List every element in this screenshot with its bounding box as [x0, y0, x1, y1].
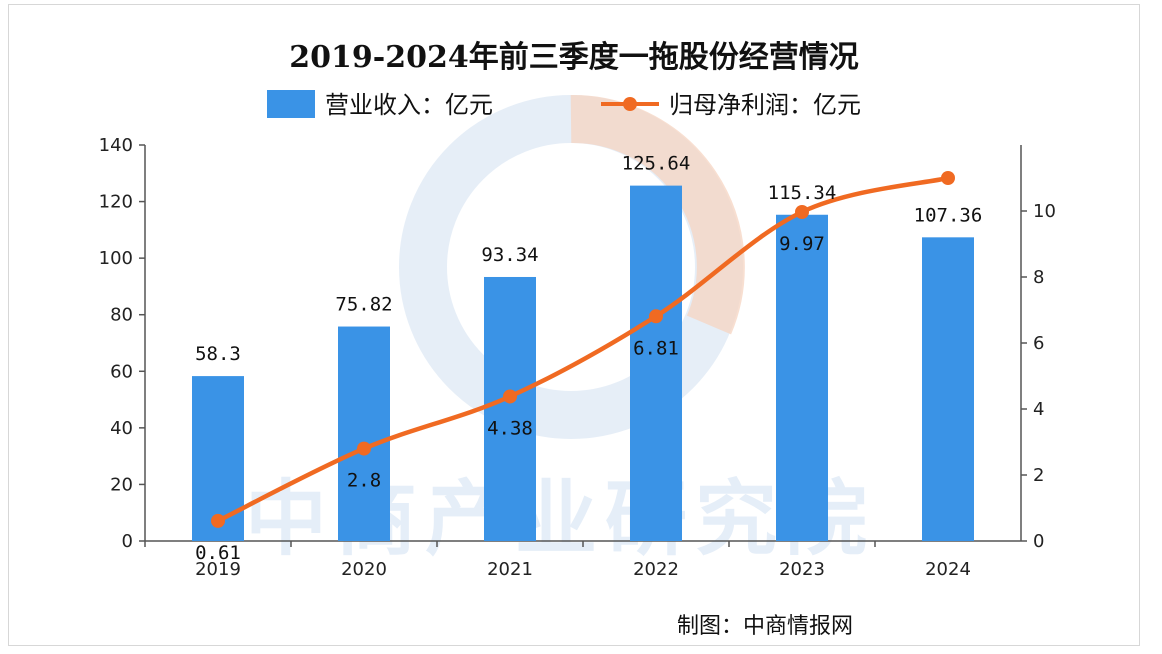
net-profit-point-2023 [795, 204, 809, 219]
line-value-label: 2.8 [347, 470, 381, 492]
net-profit-point-2020 [357, 441, 371, 456]
right-tick-label: 0 [1033, 531, 1044, 552]
x-tick-label: 2022 [633, 559, 679, 580]
bar-2023 [776, 214, 828, 542]
left-tick-label: 40 [110, 418, 133, 439]
net-profit-line [217, 175, 949, 523]
left-tick-label: 80 [110, 305, 133, 326]
x-tick-label: 2020 [341, 559, 387, 580]
net-profit-point-2019 [211, 513, 225, 528]
legend-bar-label: 营业收入：亿元 [325, 91, 493, 119]
left-tick-label: 60 [110, 361, 133, 382]
x-tick-label: 2019 [195, 559, 241, 580]
line-series [211, 171, 955, 528]
bar-value-label: 107.36 [914, 204, 983, 226]
bar-series [192, 185, 974, 542]
x-tick-label: 2021 [487, 559, 533, 580]
left-tick-label: 140 [99, 135, 133, 156]
bar-value-label: 125.64 [622, 153, 691, 175]
net-profit-point-2022 [649, 309, 663, 324]
bar-2024 [922, 237, 974, 541]
legend-line-marker [623, 97, 637, 111]
right-tick-label: 2 [1033, 465, 1044, 486]
right-tick-label: 6 [1033, 333, 1044, 354]
right-tick-label: 8 [1033, 267, 1044, 288]
left-tick-label: 100 [99, 248, 133, 269]
line-value-label: 0.61 [195, 542, 241, 564]
legend-bar-swatch [267, 90, 315, 118]
x-ticks: 2019 2020 2021 2022 2023 2024 [144, 541, 971, 580]
x-tick-label: 2023 [779, 559, 825, 580]
line-value-label: 6.81 [633, 337, 679, 359]
x-tick-label: 2024 [925, 559, 971, 580]
source-text: 制图：中商情报网 [677, 614, 853, 639]
bar-2021 [484, 276, 536, 541]
legend-line-label: 归母净利润：亿元 [669, 91, 861, 119]
line-value-label: 4.38 [487, 417, 533, 439]
right-tick-label: 4 [1033, 399, 1044, 420]
bar-value-label: 115.34 [768, 182, 837, 204]
legend: 营业收入：亿元 归母净利润：亿元 [267, 90, 861, 119]
left-y-ticks: 0 20 40 60 80 100 120 140 [99, 135, 145, 552]
left-tick-label: 0 [122, 531, 133, 552]
left-tick-label: 120 [99, 192, 133, 213]
left-tick-label: 20 [110, 474, 133, 495]
right-y-ticks: 0 2 4 6 8 10 [1021, 201, 1056, 552]
chart-canvas: 中商产业研究院 2019-2024年前三季度一拖股份经营情况 营业收入：亿元 归… [99, 40, 1056, 639]
net-profit-point-2021 [503, 389, 517, 404]
line-value-label: 9.97 [779, 233, 825, 255]
data-labels: 58.3 75.82 93.34 125.64 115.34 107.36 0.61 2.8 4… [195, 153, 982, 564]
chart-title: 2019-2024年前三季度一拖股份经营情况 [289, 40, 858, 75]
bar-value-label: 93.34 [481, 244, 538, 266]
bar-value-label: 58.3 [195, 343, 241, 365]
net-profit-point-2024 [941, 171, 955, 185]
bar-2020 [338, 326, 390, 541]
bar-2022 [630, 185, 682, 541]
bar-value-label: 75.82 [335, 294, 392, 316]
right-tick-label: 10 [1033, 201, 1056, 222]
chart-frame: 中商产业研究院 2019-2024年前三季度一拖股份经营情况 营业收入：亿元 归… [8, 4, 1140, 646]
